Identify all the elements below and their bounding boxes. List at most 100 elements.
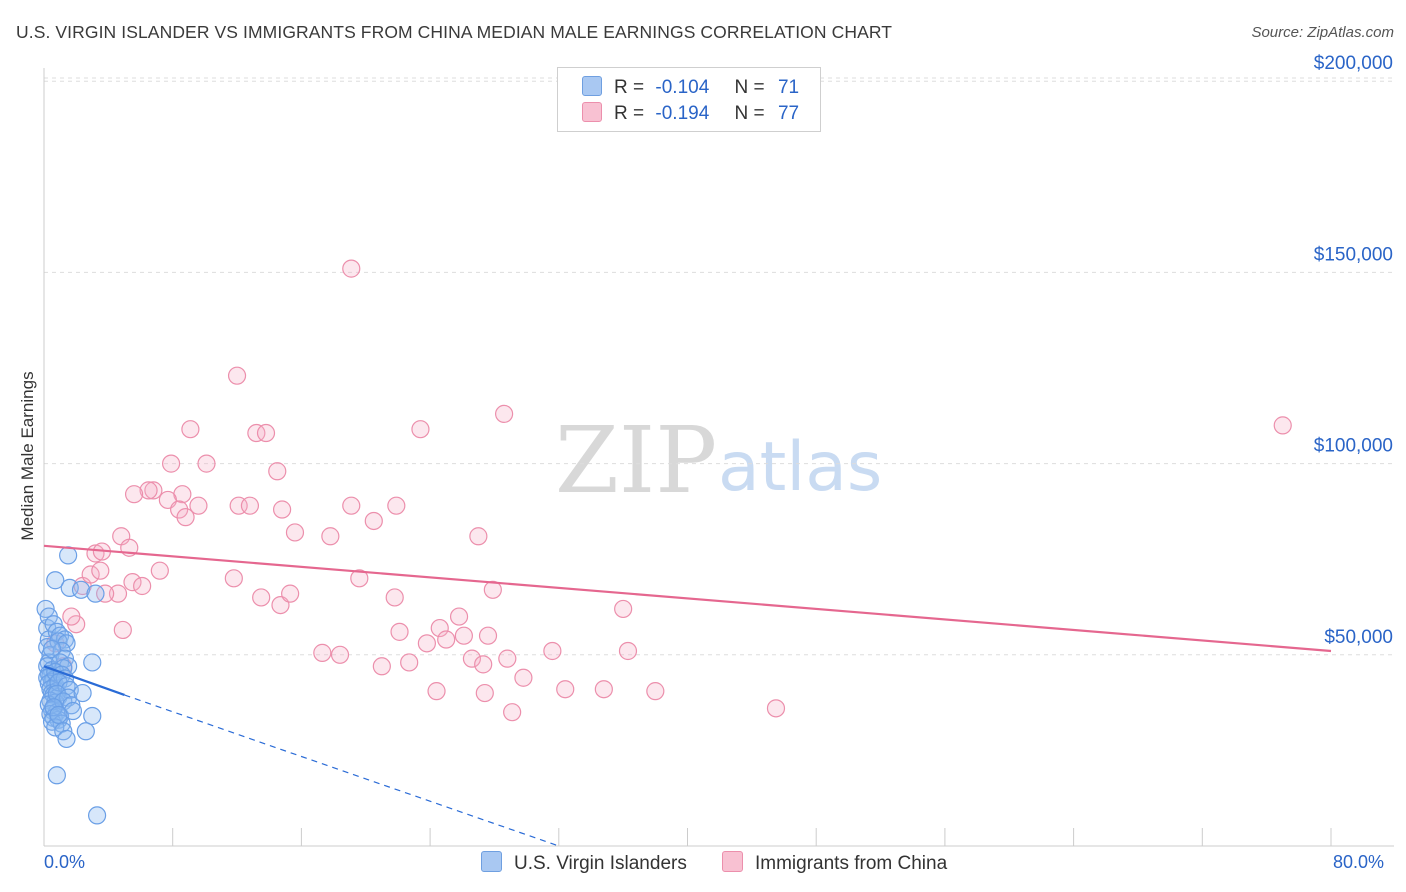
data-point bbox=[543, 641, 562, 661]
chart-title: U.S. VIRGIN ISLANDER VS IMMIGRANTS FROM … bbox=[16, 22, 893, 42]
data-point bbox=[313, 643, 332, 662]
data-point bbox=[766, 699, 786, 718]
source-label: Source: ZipAtlas.com bbox=[1251, 24, 1394, 41]
data-point bbox=[556, 680, 575, 699]
data-point bbox=[59, 546, 78, 565]
data-point bbox=[87, 806, 107, 825]
data-point bbox=[437, 630, 456, 649]
data-point bbox=[427, 682, 446, 701]
data-point bbox=[113, 620, 132, 640]
data-point bbox=[49, 705, 68, 724]
data-point bbox=[124, 485, 144, 504]
data-point bbox=[417, 634, 436, 653]
data-point bbox=[83, 653, 102, 672]
data-point bbox=[123, 573, 142, 592]
data-point bbox=[594, 680, 613, 699]
trend-line-virgin-islanders-extension bbox=[124, 694, 559, 847]
data-point bbox=[272, 500, 292, 519]
data-point bbox=[133, 576, 152, 596]
data-point bbox=[247, 423, 266, 443]
bottom-legend-china: Immigrants from China bbox=[722, 851, 947, 875]
axes bbox=[43, 68, 1394, 847]
legend-n-label: N = bbox=[734, 77, 765, 98]
data-point bbox=[47, 766, 66, 785]
watermark: ZIP atlas bbox=[555, 407, 882, 514]
y-tick-label: $200,000 bbox=[1314, 53, 1393, 74]
data-point bbox=[189, 496, 208, 515]
data-point bbox=[227, 366, 247, 385]
data-point bbox=[86, 584, 105, 603]
grid-lines bbox=[44, 77, 1394, 656]
data-point bbox=[161, 454, 181, 473]
data-point bbox=[71, 580, 91, 599]
trend-line-virgin-islanders bbox=[43, 665, 125, 696]
data-point bbox=[57, 729, 76, 749]
data-point bbox=[454, 626, 473, 645]
y-tick-label: $50,000 bbox=[1324, 627, 1393, 648]
data-point bbox=[618, 641, 638, 661]
data-point bbox=[63, 701, 83, 721]
bottom-legend-label: Immigrants from China bbox=[755, 853, 948, 874]
data-point bbox=[76, 722, 95, 741]
data-point bbox=[285, 523, 305, 542]
data-point bbox=[139, 481, 158, 500]
data-point bbox=[503, 703, 522, 722]
data-point bbox=[430, 618, 449, 638]
data-point bbox=[176, 508, 195, 527]
trend-line-china bbox=[43, 544, 1332, 653]
data-point bbox=[390, 622, 409, 641]
data-point bbox=[449, 607, 469, 626]
data-point bbox=[73, 683, 92, 703]
legend-row-china: R = -0.194 N = 77 bbox=[582, 102, 799, 126]
bottom-legend-virgin-islanders: U.S. Virgin Islanders bbox=[481, 851, 687, 875]
legend-r-label: R = bbox=[614, 103, 645, 124]
data-point bbox=[83, 706, 102, 726]
legend-r-value: -0.104 bbox=[655, 77, 710, 98]
legend-n-label: N = bbox=[734, 103, 765, 124]
bottom-legend-swatch-pink bbox=[722, 851, 743, 872]
data-point bbox=[96, 584, 115, 603]
data-point bbox=[646, 682, 665, 701]
data-point bbox=[46, 571, 65, 590]
y-tick-label: $100,000 bbox=[1314, 436, 1393, 457]
data-point bbox=[252, 588, 271, 607]
watermark-zip: ZIP bbox=[555, 407, 717, 514]
data-point bbox=[350, 569, 369, 588]
bottom-legend-label: U.S. Virgin Islanders bbox=[514, 853, 687, 874]
series-us-virgin-islanders bbox=[36, 546, 107, 825]
y-tick-label: $150,000 bbox=[1314, 244, 1393, 265]
legend-r-value: -0.194 bbox=[655, 103, 710, 124]
data-point bbox=[150, 561, 169, 580]
data-point bbox=[330, 645, 350, 664]
data-point bbox=[197, 454, 216, 473]
data-point bbox=[108, 584, 128, 603]
data-point bbox=[474, 655, 493, 674]
data-point bbox=[281, 584, 300, 603]
y-axis-label: Median Male Earnings bbox=[18, 371, 37, 541]
legend-n-value: 77 bbox=[777, 103, 800, 124]
data-point bbox=[144, 481, 163, 500]
watermark-atlas: atlas bbox=[718, 428, 882, 507]
data-point bbox=[400, 653, 419, 672]
x-tick-label-max: 80.0% bbox=[1333, 852, 1385, 872]
data-point bbox=[342, 496, 361, 515]
data-point bbox=[91, 561, 110, 580]
legend-row-virgin-islanders: R = -0.104 N = 71 bbox=[582, 76, 799, 100]
data-point bbox=[514, 668, 533, 687]
data-point bbox=[411, 420, 430, 439]
data-point bbox=[42, 639, 62, 659]
legend-swatch-blue bbox=[582, 76, 602, 96]
data-point bbox=[240, 496, 260, 515]
data-point bbox=[462, 649, 482, 668]
data-point bbox=[364, 511, 383, 531]
data-point bbox=[372, 657, 391, 676]
data-point bbox=[62, 607, 81, 626]
data-point bbox=[478, 626, 498, 645]
y-tick-labels: $50,000 $100,000 $150,000 $200,000 bbox=[1314, 53, 1393, 648]
data-point bbox=[256, 423, 276, 443]
data-point bbox=[387, 496, 406, 515]
data-point bbox=[181, 420, 200, 439]
data-point bbox=[498, 649, 517, 668]
data-point bbox=[81, 565, 100, 584]
